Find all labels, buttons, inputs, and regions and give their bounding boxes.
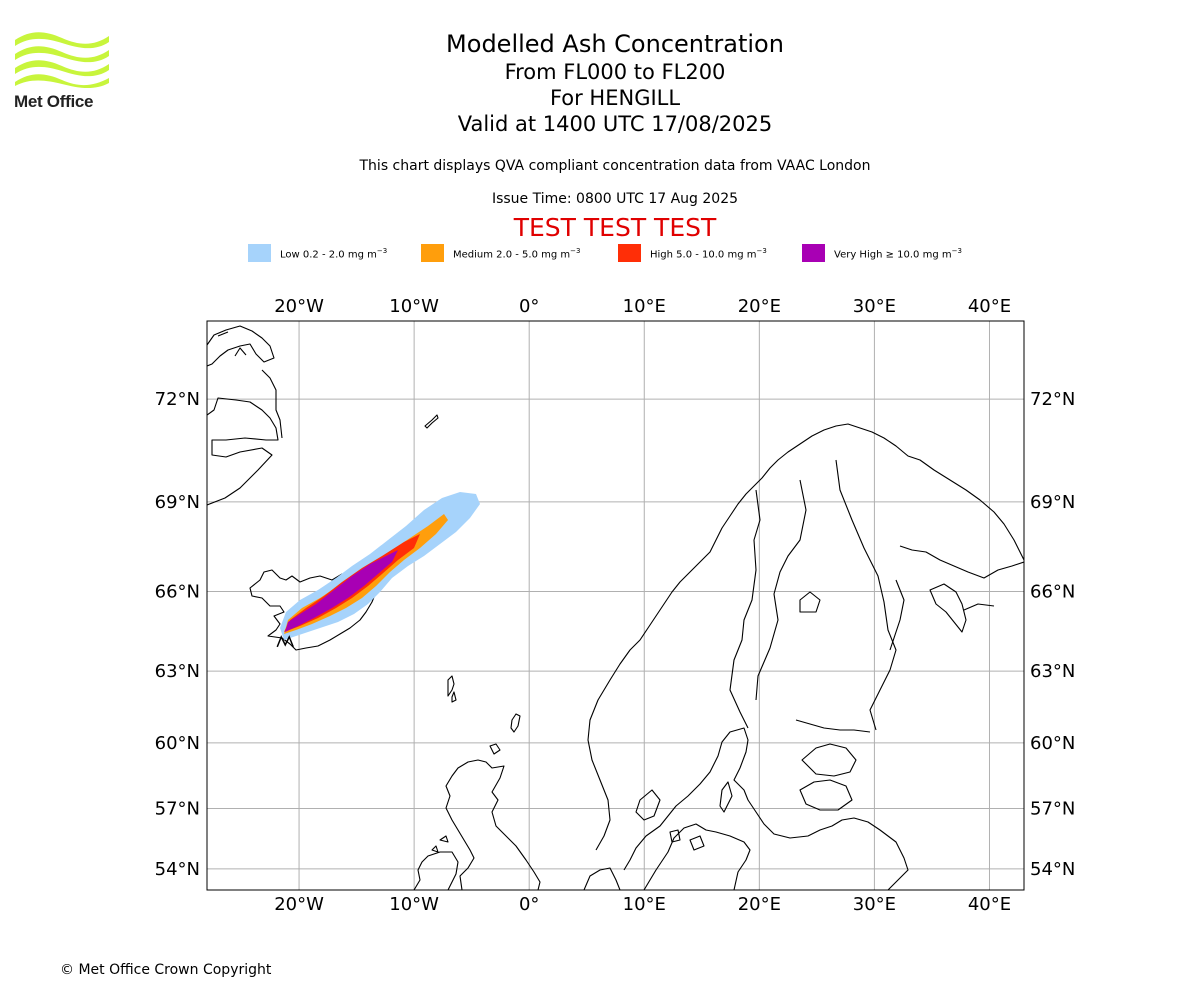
valid-time: Valid at 1400 UTC 17/08/2025 [457,112,773,136]
volcano-marker [276,635,294,648]
legend-label-low: Low 0.2 - 2.0 mg m−3 [280,247,388,261]
chart-title: Modelled Ash Concentration [446,30,784,58]
lat-tick-label-right: 66°N [1030,581,1075,602]
description: This chart displays QVA compliant concen… [359,158,871,174]
lat-tick-label-left: 60°N [155,733,200,754]
lon-tick-label-bottom: 0° [519,894,539,915]
lon-tick-label-bottom: 20°W [274,894,324,915]
legend: Low 0.2 - 2.0 mg m−3 Medium 2.0 - 5.0 mg… [248,244,1008,264]
lon-tick-label-top: 0° [519,296,539,317]
lat-tick-label-right: 63°N [1030,661,1075,682]
coast-jan-mayen [424,414,439,429]
copyright: © Met Office Crown Copyright [60,962,272,978]
coast-faroe [447,675,457,703]
lon-tick-label-top: 20°W [274,296,324,317]
lat-tick-label-left: 72°N [155,389,200,410]
lat-tick-label-right: 60°N [1030,733,1075,754]
coast-great-britain [445,759,541,890]
legend-label-medium: Medium 2.0 - 5.0 mg m−3 [453,247,581,261]
lon-tick-label-top: 30°E [853,296,896,317]
lat-tick-label-right: 57°N [1030,798,1075,819]
lon-tick-label-bottom: 30°E [853,894,896,915]
title-block: Modelled Ash Concentration From FL000 to… [315,30,915,137]
lon-tick-label-top: 10°E [623,296,666,317]
volcano-name: For HENGILL [549,86,681,110]
issue-time: Issue Time: 0800 UTC 17 Aug 2025 [491,191,739,207]
lat-tick-label-left: 63°N [155,661,200,682]
lon-tick-label-bottom: 10°W [389,894,439,915]
lon-tick-label-bottom: 40°E [968,894,1011,915]
lon-tick-label-bottom: 20°E [738,894,781,915]
lon-tick-label-top: 10°W [389,296,439,317]
coast-ireland [413,851,459,890]
lat-tick-label-left: 54°N [155,859,200,880]
coastlines [207,325,1024,890]
logo-text: Met Office [14,92,94,111]
map-frame [206,320,1025,891]
met-office-logo-icon [15,32,109,89]
legend-label-very-high: Very High ≥ 10.0 mg m−3 [834,247,962,261]
lat-tick-label-right: 69°N [1030,492,1075,513]
level-range: From FL000 to FL200 [504,60,726,84]
lat-tick-label-left: 66°N [155,581,200,602]
ash-very-high [285,550,398,632]
lon-tick-label-top: 40°E [968,296,1011,317]
lat-tick-label-right: 72°N [1030,389,1075,410]
legend-swatch-very-high [802,244,825,262]
legend-swatch-high [618,244,641,262]
coast-iceland [249,565,383,651]
coast-scandinavia [583,867,621,890]
volcano-icon [276,635,294,648]
lat-tick-label-left: 57°N [155,798,200,819]
legend-swatch-medium [421,244,444,262]
lat-tick-label-left: 69°N [155,492,200,513]
coast-shetland [510,713,521,733]
coast-greenland [207,397,279,506]
lat-tick-label-right: 54°N [1030,859,1075,880]
test-banner: TEST TEST TEST [513,213,717,242]
legend-label-high: High 5.0 - 10.0 mg m−3 [650,247,767,261]
legend-swatch-low [248,244,271,262]
ash-plume [280,492,480,640]
lon-tick-label-bottom: 10°E [623,894,666,915]
lon-tick-label-top: 20°E [738,296,781,317]
tick-labels: 20°W 20°W 10°W 10°W 0° 0° 10°E 10°E 20°E 20°E 30°E… [155,296,1076,915]
